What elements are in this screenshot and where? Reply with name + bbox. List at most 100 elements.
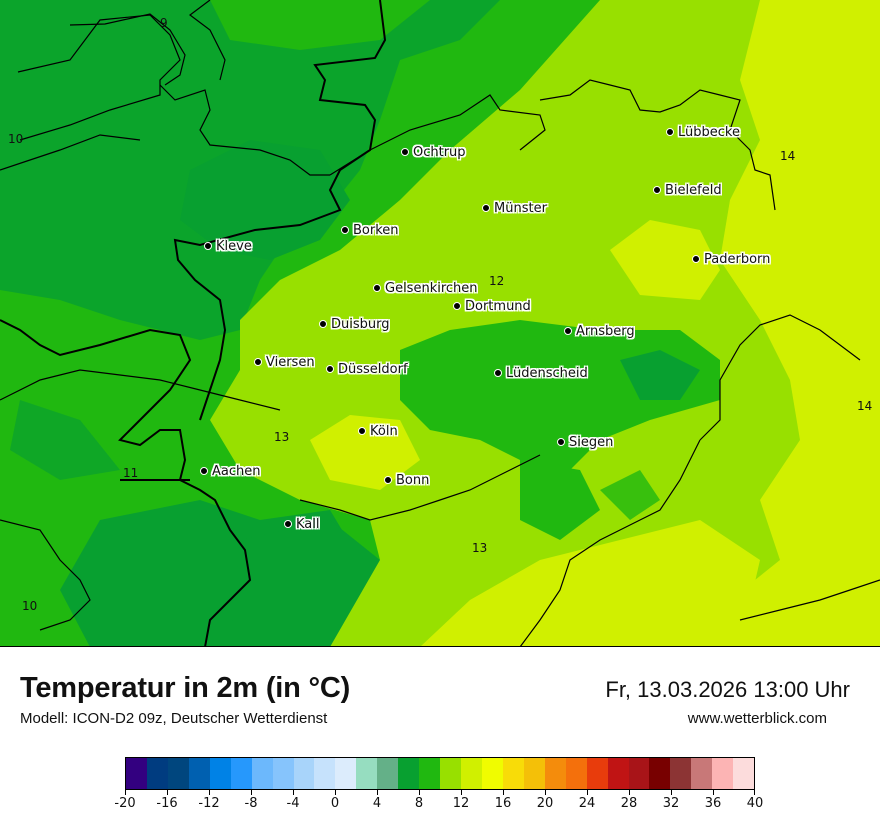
city-marker-icon <box>564 326 572 335</box>
colorbar-tick <box>587 790 588 795</box>
city-marker-icon <box>453 301 461 310</box>
city-label: Kleve <box>204 239 252 254</box>
colorbar-tick <box>335 790 336 795</box>
city-label: Lübbecke <box>666 125 740 140</box>
colorbar-tick <box>671 790 672 795</box>
colorbar-tick <box>209 790 210 795</box>
colorbar-segment <box>188 758 210 789</box>
temperature-colorbar <box>125 757 755 790</box>
isotherm-label: 13 <box>472 541 488 555</box>
city-marker-icon <box>653 185 661 194</box>
colorbar-tick <box>167 790 168 795</box>
city-label: Viersen <box>254 355 315 370</box>
city-marker-icon <box>373 283 381 292</box>
colorbar-segment <box>691 758 713 789</box>
city-name: Lübbecke <box>678 125 740 140</box>
city-marker-icon <box>341 225 349 234</box>
colorbar-tick <box>754 790 755 795</box>
city-label: Paderborn <box>692 252 770 267</box>
city-label: Gelsenkirchen <box>373 281 478 296</box>
isotherm-label: 10 <box>22 599 38 613</box>
colorbar-segment <box>565 758 587 789</box>
isotherm-label: 13 <box>274 430 290 444</box>
colorbar-segment <box>481 758 503 789</box>
colorbar-tick-label: 36 <box>704 796 722 811</box>
colorbar-segment <box>314 758 336 789</box>
city-name: Münster <box>494 201 547 216</box>
city-name: Paderborn <box>704 252 771 267</box>
city-label: Siegen <box>557 435 613 450</box>
city-label: Kall <box>284 517 320 532</box>
city-marker-icon <box>666 127 674 136</box>
colorbar-segment <box>272 758 294 789</box>
city-name: Arnsberg <box>576 324 635 339</box>
city-label: Bielefeld <box>653 183 722 198</box>
city-label: Bonn <box>384 473 429 488</box>
colorbar-segment <box>670 758 692 789</box>
colorbar-tick-label: 20 <box>536 796 554 811</box>
city-marker-icon <box>254 357 262 366</box>
city-marker-icon <box>401 147 409 156</box>
city-name: Viersen <box>266 355 315 370</box>
colorbar-tick <box>545 790 546 795</box>
city-marker-icon <box>384 475 392 484</box>
colorbar-segment <box>461 758 482 789</box>
isotherm-label: 11 <box>123 466 139 480</box>
colorbar-tick <box>125 790 126 795</box>
city-marker-icon <box>557 437 565 446</box>
city-marker-icon <box>692 254 700 263</box>
colorbar-tick-label: 8 <box>414 796 424 811</box>
colorbar-tick <box>503 790 504 795</box>
city-name: Gelsenkirchen <box>385 281 478 296</box>
city-marker-icon <box>358 426 366 435</box>
colorbar-segment <box>502 758 524 789</box>
city-name: Bonn <box>396 473 430 488</box>
colorbar-tick-label: 12 <box>452 796 470 811</box>
temperature-map: 9 10 14 12 14 13 11 13 10 Lübbecke Ochtrup Bielefe… <box>0 0 880 647</box>
colorbar-segment <box>126 758 147 789</box>
colorbar-segment <box>607 758 629 789</box>
colorbar-tick <box>419 790 420 795</box>
colorbar-segment <box>544 758 566 789</box>
isotherm-label: 12 <box>489 274 505 288</box>
city-name: Siegen <box>569 435 614 450</box>
city-name: Dortmund <box>465 299 531 314</box>
colorbar-tick-label: 40 <box>746 796 764 811</box>
colorbar-ticks: -20 -16 -12 -8 -4 0 4 8 12 16 20 24 28 32 36 40 <box>114 790 763 820</box>
website-link[interactable]: www.wetterblick.com <box>687 710 827 727</box>
colorbar-segment <box>398 758 420 789</box>
city-label: Köln <box>358 424 398 439</box>
city-name: Borken <box>353 223 399 238</box>
colorbar-tick-label: -16 <box>156 796 178 811</box>
colorbar-segment <box>712 758 734 789</box>
city-name: Bielefeld <box>665 183 722 198</box>
city-name: Ochtrup <box>413 145 466 160</box>
city-label: Lüdenscheid <box>494 366 588 381</box>
colorbar-tick <box>713 790 714 795</box>
colorbar-segment <box>523 758 545 789</box>
colorbar-segment <box>628 758 650 789</box>
city-label: Düsseldorf <box>326 362 408 377</box>
city-name: Köln <box>370 424 398 439</box>
city-name: Kall <box>296 517 320 532</box>
city-marker-icon <box>204 241 212 250</box>
colorbar-segment <box>167 758 189 789</box>
colorbar-tick-label: 4 <box>372 796 382 811</box>
colorbar-tick-label: -12 <box>198 796 220 811</box>
temperature-field <box>0 0 880 646</box>
isotherm-label: 14 <box>780 149 796 163</box>
city-name: Kleve <box>216 239 252 254</box>
colorbar-segment <box>649 758 671 789</box>
colorbar-tick <box>251 790 252 795</box>
colorbar-segment <box>733 758 755 789</box>
colorbar-tick-label: 24 <box>578 796 596 811</box>
colorbar-tick-label: 32 <box>662 796 680 811</box>
colorbar-tick-label: -8 <box>244 796 258 811</box>
colorbar-segment <box>230 758 252 789</box>
city-name: Düsseldorf <box>338 362 408 377</box>
page-title: Temperatur in 2m (in °C) <box>20 672 351 704</box>
city-label: Arnsberg <box>564 324 635 339</box>
colorbar-tick <box>377 790 378 795</box>
valid-datetime: Fr, 13.03.2026 13:00 Uhr <box>605 677 850 702</box>
city-label: Münster <box>482 201 547 216</box>
